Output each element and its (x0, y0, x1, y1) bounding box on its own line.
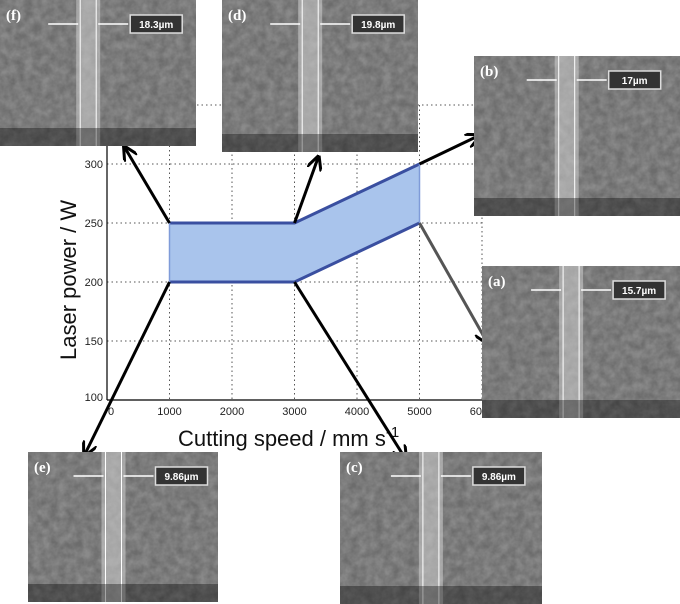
panel-label: (a) (488, 274, 506, 290)
sem-image-d: (d) 19.8µm (222, 0, 418, 152)
x-tick-label: 3000 (282, 406, 306, 418)
sem-image-a: (a) 15.7µm (482, 266, 680, 418)
sem-image-f: (f) 18.3µm (0, 0, 196, 146)
arrows (85, 136, 487, 458)
measurement-value: 17µm (622, 76, 648, 87)
measurement-value: 9.86µm (164, 472, 198, 483)
x-tick-label: 5000 (407, 406, 431, 418)
measurement-box (351, 14, 405, 34)
x-axis-title: Cutting speed / mm s-1 (178, 424, 399, 451)
measurement-box (607, 70, 662, 90)
sem-image-b: (b) 17µm (474, 56, 680, 216)
measurement-box (129, 14, 183, 34)
sem-info-bar (482, 400, 680, 418)
panel-label: (b) (480, 64, 498, 80)
x-tick-label: 2000 (220, 406, 244, 418)
measurement-value: 19.8µm (361, 20, 395, 31)
sem-info-bar (222, 134, 418, 152)
measurement-box (154, 466, 209, 486)
panel-label: (f) (6, 8, 21, 24)
x-tick-label: 1000 (157, 406, 181, 418)
y-tick-label: 200 (85, 277, 103, 289)
sem-info-bar (340, 586, 542, 604)
measurement-value: 9.86µm (482, 472, 516, 483)
pointer-arrow (418, 136, 479, 166)
pointer-arrow (125, 148, 171, 224)
sem-image-c: (c) 9.86µm (340, 452, 542, 604)
measurement-box (612, 280, 666, 300)
x-axis-label: Cutting speed / mm s (178, 426, 386, 451)
measurement-value: 18.3µm (139, 20, 173, 31)
measurement-value: 15.7µm (622, 286, 656, 297)
sem-info-bar (0, 128, 196, 146)
sem-image-e: (e) 9.86µm (28, 452, 218, 602)
y-axis-label: Laser power / W (56, 200, 81, 360)
sem-info-bar (474, 198, 680, 216)
pointer-arrow (293, 281, 406, 458)
sem-info-bar (28, 584, 218, 602)
x-axis-label-superscript: -1 (386, 424, 399, 441)
x-tick-label: 4000 (345, 406, 369, 418)
y-tick-label: 100 (85, 392, 103, 404)
panel-label: (e) (34, 460, 51, 476)
panel-label: (d) (228, 8, 246, 24)
y-tick-label: 300 (85, 159, 103, 171)
pointer-arrow (293, 158, 319, 224)
pointer-arrow (85, 281, 171, 454)
y-tick-label: 150 (85, 336, 103, 348)
measurement-box (472, 466, 526, 486)
x-tick-label: 0 (108, 406, 114, 418)
pointer-arrow (418, 222, 488, 342)
y-tick-label: 250 (85, 218, 103, 230)
panel-label: (c) (346, 460, 363, 476)
